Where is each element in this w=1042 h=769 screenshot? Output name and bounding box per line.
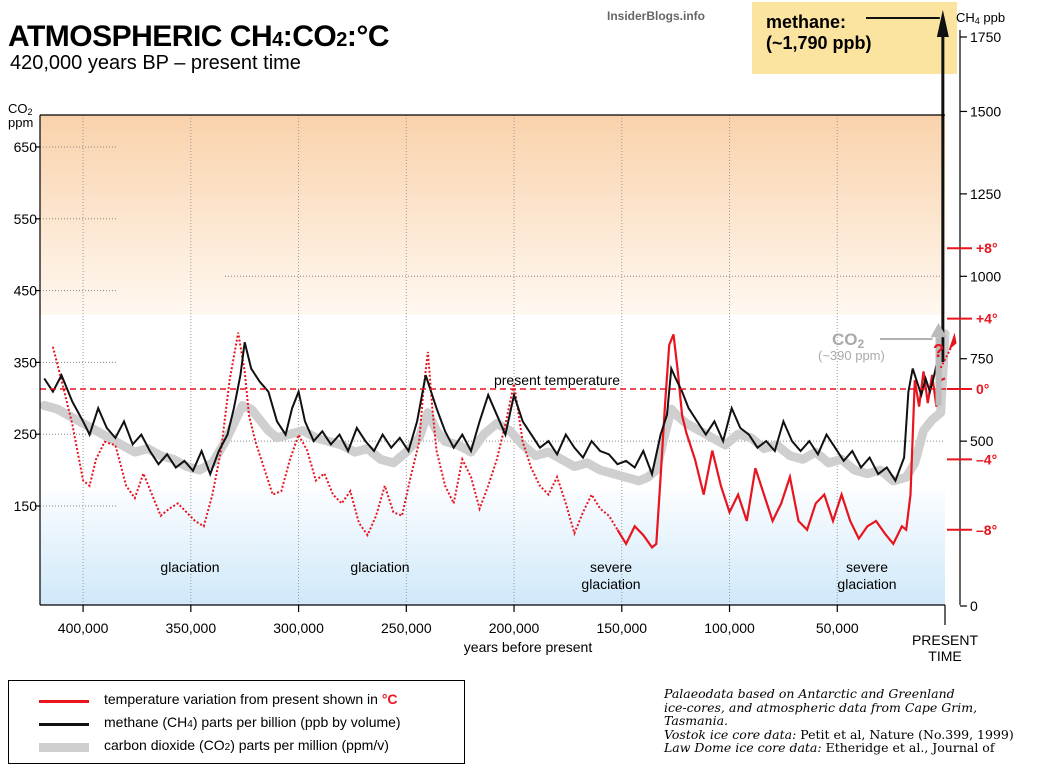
legend-swatch-co2 bbox=[39, 743, 89, 752]
grid-lines bbox=[40, 115, 945, 605]
present-time-label: TIME bbox=[928, 648, 961, 664]
legend-unit-celsius: °C bbox=[381, 691, 398, 707]
warm-band bbox=[40, 115, 945, 315]
chart-subtitle: 420,000 years BP – present time bbox=[10, 52, 301, 74]
site-watermark: InsiderBlogs.info bbox=[607, 9, 706, 23]
co2-callout-label: CO2 bbox=[832, 330, 865, 351]
x-tick-label: 150,000 bbox=[596, 620, 647, 636]
x-tick-label: 100,000 bbox=[704, 620, 755, 636]
co2-axis-unit: ppm bbox=[8, 115, 33, 130]
x-tick-label: 200,000 bbox=[489, 620, 540, 636]
co2-tick-label: 650 bbox=[14, 139, 38, 155]
glaciation-annotation: glaciation bbox=[160, 559, 219, 575]
legend-item-methane: methane (CH4) parts per billion (ppb by … bbox=[9, 714, 464, 734]
temperature-tick-label: –4° bbox=[976, 451, 997, 467]
legend-label-co2: carbon dioxide (CO2) parts per million (… bbox=[104, 737, 389, 753]
present-temperature-label: present temperature bbox=[494, 372, 620, 388]
co2-callout-value: (~390 ppm) bbox=[818, 348, 885, 363]
x-axis-label: years before present bbox=[464, 639, 593, 655]
glaciation-annotation: glaciation bbox=[350, 559, 409, 575]
legend-item-temperature: temperature variation from present shown… bbox=[9, 691, 464, 711]
temperature-tick-label: –8° bbox=[976, 522, 997, 538]
co2-arrow-head bbox=[930, 322, 947, 338]
co2-tick-label: 150 bbox=[14, 498, 38, 514]
ch4-tick-label: 0 bbox=[970, 598, 978, 614]
legend-swatch-methane bbox=[39, 723, 89, 726]
legend-item-co2: carbon dioxide (CO2) parts per million (… bbox=[9, 737, 464, 757]
question-mark: ? bbox=[933, 341, 944, 361]
axes-layer: 400,000 350,000 300,000 250,000 200,000 150,0… bbox=[8, 10, 1005, 664]
legend-swatch-temperature bbox=[39, 700, 89, 703]
data-source-credit: Palaeodata based on Antarctic and Greenl… bbox=[664, 686, 1014, 755]
ch4-tick-label: 1000 bbox=[970, 268, 1001, 284]
co2-axis-unit: CO2 bbox=[8, 101, 33, 117]
chart-title: ATMOSPHERIC CH4:CO2:°C bbox=[8, 20, 390, 53]
co2-series-line bbox=[39, 329, 950, 486]
ch4-tick-label: 1500 bbox=[970, 103, 1001, 119]
series-layer bbox=[39, 9, 960, 549]
methane-arrow-head bbox=[936, 9, 949, 38]
temperature-projection-arrow-head bbox=[948, 332, 957, 351]
x-tick-label: 350,000 bbox=[166, 620, 217, 636]
x-tick-label: 250,000 bbox=[381, 620, 432, 636]
methane-callout-box bbox=[752, 2, 957, 74]
ch4-axis-unit: CH4 ppb bbox=[956, 10, 1005, 26]
background-bands bbox=[40, 115, 945, 605]
co2-tick-label: 550 bbox=[14, 211, 38, 227]
x-tick-label: 300,000 bbox=[273, 620, 324, 636]
temperature-tick-label: +8° bbox=[976, 240, 998, 256]
temperature-tick-label: +4° bbox=[976, 311, 998, 327]
legend-label-methane: methane (CH4) parts per billion (ppb by … bbox=[104, 714, 401, 730]
glaciation-annotation: severe bbox=[590, 559, 632, 575]
glaciation-annotation: glaciation bbox=[581, 576, 640, 592]
co2-tick-label: 350 bbox=[14, 354, 38, 370]
legend-label-temperature: temperature variation from present shown… bbox=[104, 691, 378, 707]
present-time-label: PRESENT bbox=[912, 632, 979, 648]
ch4-tick-label: 500 bbox=[970, 433, 994, 449]
x-tick-label: 400,000 bbox=[58, 620, 109, 636]
temperature-tick-label: 0° bbox=[976, 381, 989, 397]
co2-tick-label: 450 bbox=[14, 283, 38, 299]
ch4-tick-label: 750 bbox=[970, 351, 994, 367]
glaciation-annotation: glaciation bbox=[837, 576, 896, 592]
legend: temperature variation from present shown… bbox=[8, 680, 465, 764]
co2-tick-label: 250 bbox=[14, 426, 38, 442]
temperature-series-dotted bbox=[51, 332, 619, 538]
glaciation-annotation: severe bbox=[846, 559, 888, 575]
temperature-series-line bbox=[616, 333, 946, 549]
methane-callout-text: methane: (~1,790 ppb) bbox=[766, 12, 872, 53]
x-tick-label: 50,000 bbox=[816, 620, 859, 636]
cold-band bbox=[40, 490, 945, 605]
ch4-tick-label: 1750 bbox=[970, 29, 1001, 45]
methane-series-line bbox=[43, 341, 940, 483]
ch4-tick-label: 1250 bbox=[970, 186, 1001, 202]
